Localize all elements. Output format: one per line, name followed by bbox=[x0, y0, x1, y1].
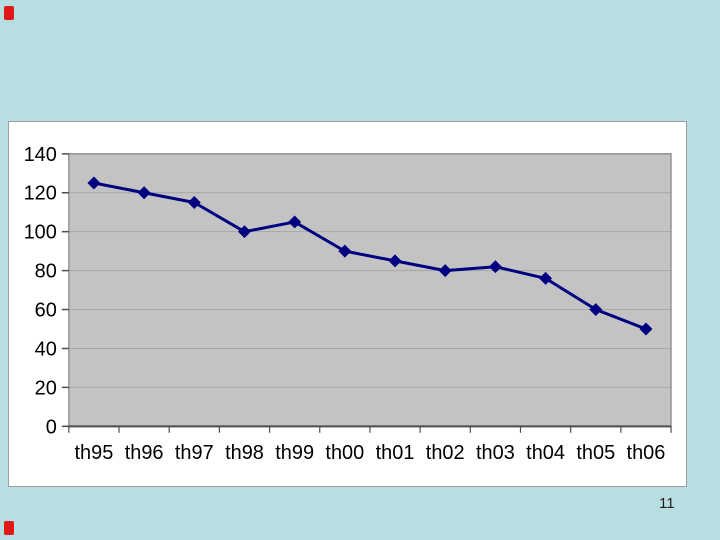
chart-container: 0 20 40 60 80 100 120 140 th95 th96 th97 th98 th99 th… bbox=[8, 121, 687, 487]
x-tick-label: th98 bbox=[225, 442, 264, 464]
red-accent-mark-bottom bbox=[4, 521, 14, 535]
red-accent-mark-top bbox=[4, 6, 14, 20]
data-point-th04 bbox=[539, 271, 553, 285]
series-line bbox=[92, 181, 648, 331]
plot-area bbox=[68, 153, 672, 427]
x-tick-label: th05 bbox=[576, 442, 615, 464]
page-number: 11 bbox=[659, 495, 675, 512]
x-tick-label: th06 bbox=[627, 442, 666, 464]
y-tick-label: 60 bbox=[35, 300, 57, 322]
data-point-th95 bbox=[87, 176, 101, 190]
y-tick-label: 100 bbox=[24, 222, 57, 244]
y-tick-label: 20 bbox=[35, 377, 57, 399]
x-tick-label: th03 bbox=[476, 442, 515, 464]
x-tick-label: th99 bbox=[275, 442, 314, 464]
x-tick-label: th00 bbox=[325, 442, 364, 464]
data-point-th96 bbox=[137, 186, 151, 200]
data-point-th05 bbox=[589, 303, 603, 317]
data-point-th02 bbox=[438, 264, 452, 278]
x-tick-label: th04 bbox=[526, 442, 565, 464]
x-tick-label: th01 bbox=[376, 442, 415, 464]
y-tick-label: 80 bbox=[35, 261, 57, 283]
y-tick-label: 40 bbox=[35, 338, 57, 360]
y-tick-label: 0 bbox=[46, 416, 57, 438]
data-point-th97 bbox=[187, 196, 201, 209]
x-tick-label: th95 bbox=[75, 442, 114, 464]
y-tick-label: 120 bbox=[24, 183, 57, 205]
line-chart: 0 20 40 60 80 100 120 140 th95 th96 th97 th98 th99 th… bbox=[24, 144, 672, 464]
data-point-th98 bbox=[237, 225, 251, 239]
data-point-th06 bbox=[639, 322, 653, 336]
data-point-th03 bbox=[488, 260, 502, 274]
x-tick-label: th97 bbox=[175, 442, 214, 464]
x-tick-label: th02 bbox=[426, 442, 465, 464]
data-point-th99 bbox=[288, 215, 302, 229]
x-tick-label: th96 bbox=[125, 442, 164, 464]
y-tick-label: 140 bbox=[24, 144, 57, 166]
